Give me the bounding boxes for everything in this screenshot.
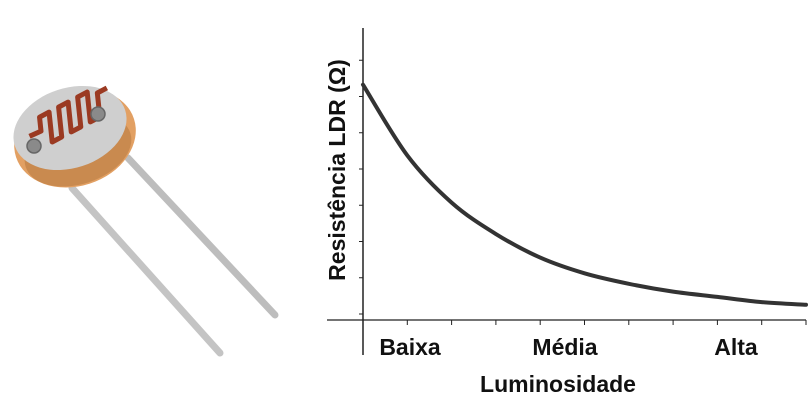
- ldr-lead-right: [124, 154, 279, 319]
- resistance-curve: [361, 82, 808, 307]
- category-labels: Baixa Média Alta: [379, 334, 758, 360]
- ldr-photoresistor-icon: [13, 85, 279, 357]
- ldr-terminal-left: [26, 138, 42, 154]
- ldr-lead-left: [68, 184, 224, 357]
- y-axis-label: Resistência LDR (Ω): [324, 59, 350, 281]
- chart-axes: [327, 28, 806, 355]
- category-label-baixa: Baixa: [379, 334, 441, 360]
- category-label-média: Média: [532, 334, 597, 360]
- chart-ticks: [359, 59, 807, 325]
- ldr-terminal-right: [90, 106, 106, 122]
- x-axis-label: Luminosidade: [480, 371, 636, 397]
- category-label-alta: Alta: [714, 334, 758, 360]
